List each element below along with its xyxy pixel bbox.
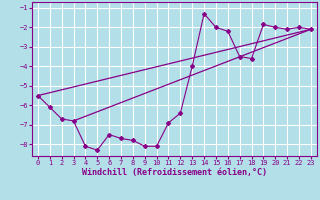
X-axis label: Windchill (Refroidissement éolien,°C): Windchill (Refroidissement éolien,°C) [82, 168, 267, 177]
